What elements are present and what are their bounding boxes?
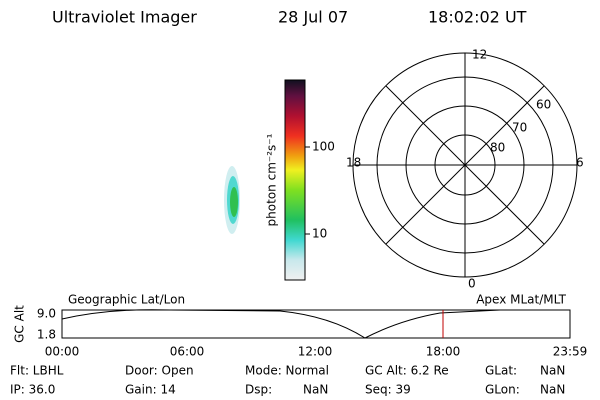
date: 28 Jul 07 <box>278 8 348 27</box>
status-item: GC Alt: 6.2 Re <box>365 364 449 378</box>
status-item: Flt: LBHL <box>10 364 64 378</box>
mlt-label: 12 <box>472 48 487 62</box>
orbit-x-tick: 06:00 <box>170 345 205 359</box>
status-item: IP: 36.0 <box>10 383 55 397</box>
colorbar-label: photon cm⁻²s⁻¹ <box>265 133 279 226</box>
orbit-left-title: Geographic Lat/Lon <box>68 293 185 307</box>
lat-label: 70 <box>512 121 527 135</box>
status-item: GLat: <box>485 364 517 378</box>
status-item: Seq: 39 <box>365 383 411 397</box>
mlt-label: 0 <box>468 277 476 291</box>
orbit-y-tick: 9.0 <box>37 307 56 321</box>
instrument: Ultraviolet Imager <box>52 8 197 27</box>
status-item: Dsp: <box>245 383 272 397</box>
time: 18:02:02 UT <box>428 8 527 27</box>
aurora-image <box>224 166 240 234</box>
status-item: NaN <box>540 383 565 397</box>
status-item: GLon: <box>485 383 520 397</box>
status-item: Gain: 14 <box>125 383 176 397</box>
status-item: NaN <box>540 364 565 378</box>
mlt-label: 18 <box>346 156 361 170</box>
status-item: Mode: Normal <box>245 364 329 378</box>
orbit-y-tick: 1.8 <box>37 328 56 342</box>
colorbar-tick-label: 10 <box>312 227 327 241</box>
colorbar-tick-label: 100 <box>312 140 335 154</box>
orbit-frame <box>61 309 571 339</box>
orbit-axis-label: GC Alt <box>13 305 27 343</box>
status-item: NaN <box>303 383 328 397</box>
status-item: Door: Open <box>125 364 194 378</box>
orbit-x-tick: 12:00 <box>298 345 333 359</box>
polar-grid <box>352 52 578 278</box>
lat-label: 60 <box>536 98 551 112</box>
orbit-altitude-curve <box>61 309 570 339</box>
orbit-x-tick: 18:00 <box>426 345 461 359</box>
orbit-x-tick: 00:00 <box>45 345 80 359</box>
mlt-label: 6 <box>576 156 584 170</box>
orbit-x-tick: 23:59 <box>553 345 588 359</box>
lat-label: 80 <box>490 141 505 155</box>
colorbar <box>284 79 306 281</box>
orbit-right-title: Apex MLat/MLT <box>476 293 566 307</box>
